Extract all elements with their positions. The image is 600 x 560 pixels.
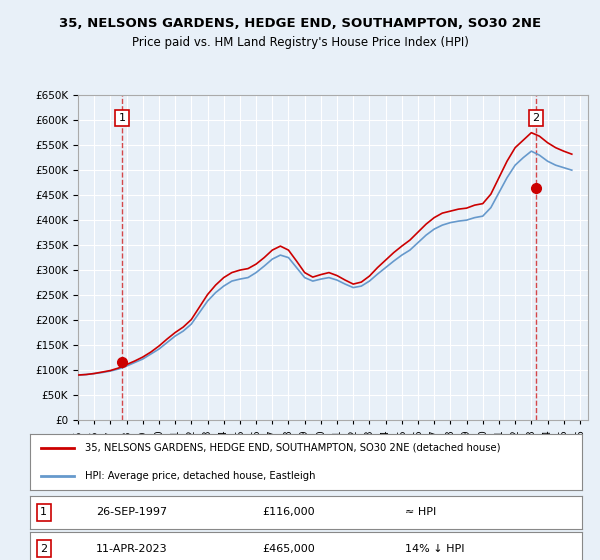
Text: 2: 2	[40, 544, 47, 554]
Text: 11-APR-2023: 11-APR-2023	[96, 544, 168, 554]
Text: HPI: Average price, detached house, Eastleigh: HPI: Average price, detached house, East…	[85, 471, 316, 481]
Text: £465,000: £465,000	[262, 544, 314, 554]
Text: £116,000: £116,000	[262, 507, 314, 517]
Text: 35, NELSONS GARDENS, HEDGE END, SOUTHAMPTON, SO30 2NE (detached house): 35, NELSONS GARDENS, HEDGE END, SOUTHAMP…	[85, 443, 500, 453]
Text: ≈ HPI: ≈ HPI	[406, 507, 437, 517]
Text: Price paid vs. HM Land Registry's House Price Index (HPI): Price paid vs. HM Land Registry's House …	[131, 36, 469, 49]
Text: 35, NELSONS GARDENS, HEDGE END, SOUTHAMPTON, SO30 2NE: 35, NELSONS GARDENS, HEDGE END, SOUTHAMP…	[59, 17, 541, 30]
Text: 14% ↓ HPI: 14% ↓ HPI	[406, 544, 465, 554]
Text: 2: 2	[532, 113, 539, 123]
Text: 26-SEP-1997: 26-SEP-1997	[96, 507, 167, 517]
Text: 1: 1	[119, 113, 126, 123]
Text: 1: 1	[40, 507, 47, 517]
